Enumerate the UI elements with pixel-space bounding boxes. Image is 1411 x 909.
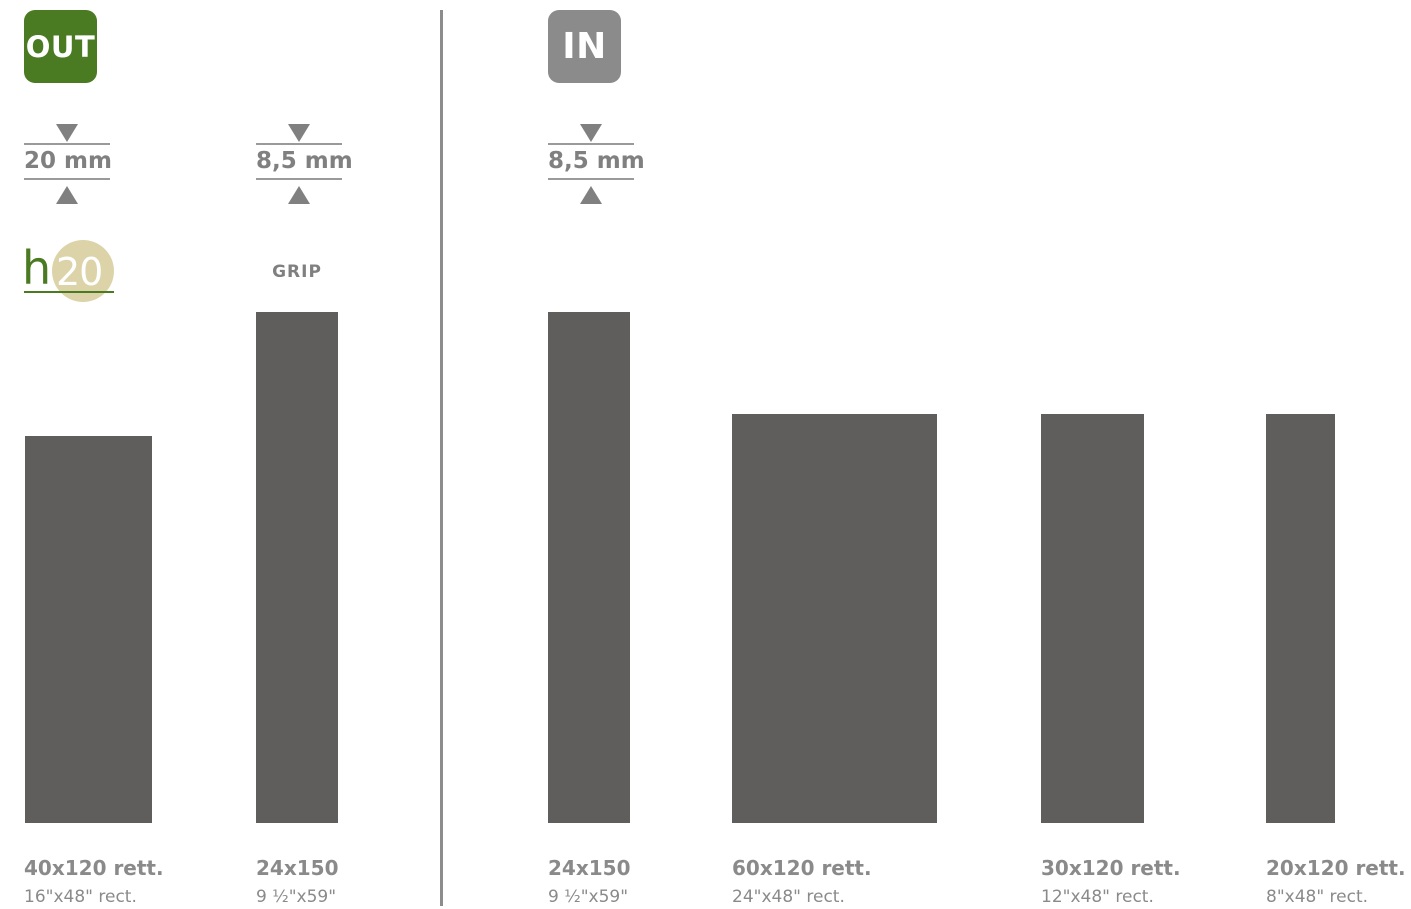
dimension-line <box>548 178 634 180</box>
dimension-line <box>548 143 634 145</box>
thickness-indicator-in: 8,5 mm <box>548 124 645 204</box>
tile-size-imperial: 24"x48" rect. <box>732 887 845 907</box>
tile-shape-30x120 <box>1041 414 1144 823</box>
arrow-down-icon <box>56 124 78 142</box>
tile-shape-60x120 <box>732 414 937 823</box>
tile-size-label: 30x120 rett. <box>1041 856 1181 880</box>
tile-size-label: 20x120 rett. <box>1266 856 1406 880</box>
h20-logo: h 20 <box>22 240 117 306</box>
tile-shape-24x150-in <box>548 312 630 823</box>
h20-number: 20 <box>56 250 103 294</box>
arrow-down-icon <box>288 124 310 142</box>
tile-shape-20x120 <box>1266 414 1335 823</box>
dimension-line <box>256 178 342 180</box>
tile-size-label: 60x120 rett. <box>732 856 872 880</box>
thickness-value: 20 mm <box>24 148 112 174</box>
tile-size-imperial: 8"x48" rect. <box>1266 887 1369 907</box>
tile-size-imperial: 9 ½"x59" <box>548 887 629 907</box>
thickness-indicator-out-grip: 8,5 mm <box>256 124 353 204</box>
thickness-indicator-out-h20: 20 mm <box>24 124 112 204</box>
dimension-line <box>24 178 110 180</box>
arrow-up-icon <box>580 186 602 204</box>
tile-size-label: 40x120 rett. <box>24 856 164 880</box>
in-badge: IN <box>548 10 621 83</box>
tile-size-imperial: 9 ½"x59" <box>256 887 337 907</box>
tile-size-imperial: 12"x48" rect. <box>1041 887 1154 907</box>
thickness-value: 8,5 mm <box>256 148 353 174</box>
dimension-line <box>256 143 342 145</box>
h20-letter: h <box>22 241 52 295</box>
tile-size-imperial: 16"x48" rect. <box>24 887 137 907</box>
tile-shape-24x150-out <box>256 312 338 823</box>
arrow-up-icon <box>288 186 310 204</box>
grip-label: GRIP <box>272 262 322 282</box>
h20-underline <box>24 291 114 293</box>
arrow-down-icon <box>580 124 602 142</box>
section-divider <box>440 10 443 906</box>
tile-shape-40x120 <box>25 436 152 823</box>
tile-size-label: 24x150 <box>548 856 631 880</box>
thickness-value: 8,5 mm <box>548 148 645 174</box>
tile-size-label: 24x150 <box>256 856 339 880</box>
arrow-up-icon <box>56 186 78 204</box>
dimension-line <box>24 143 110 145</box>
out-badge: OUT <box>24 10 97 83</box>
